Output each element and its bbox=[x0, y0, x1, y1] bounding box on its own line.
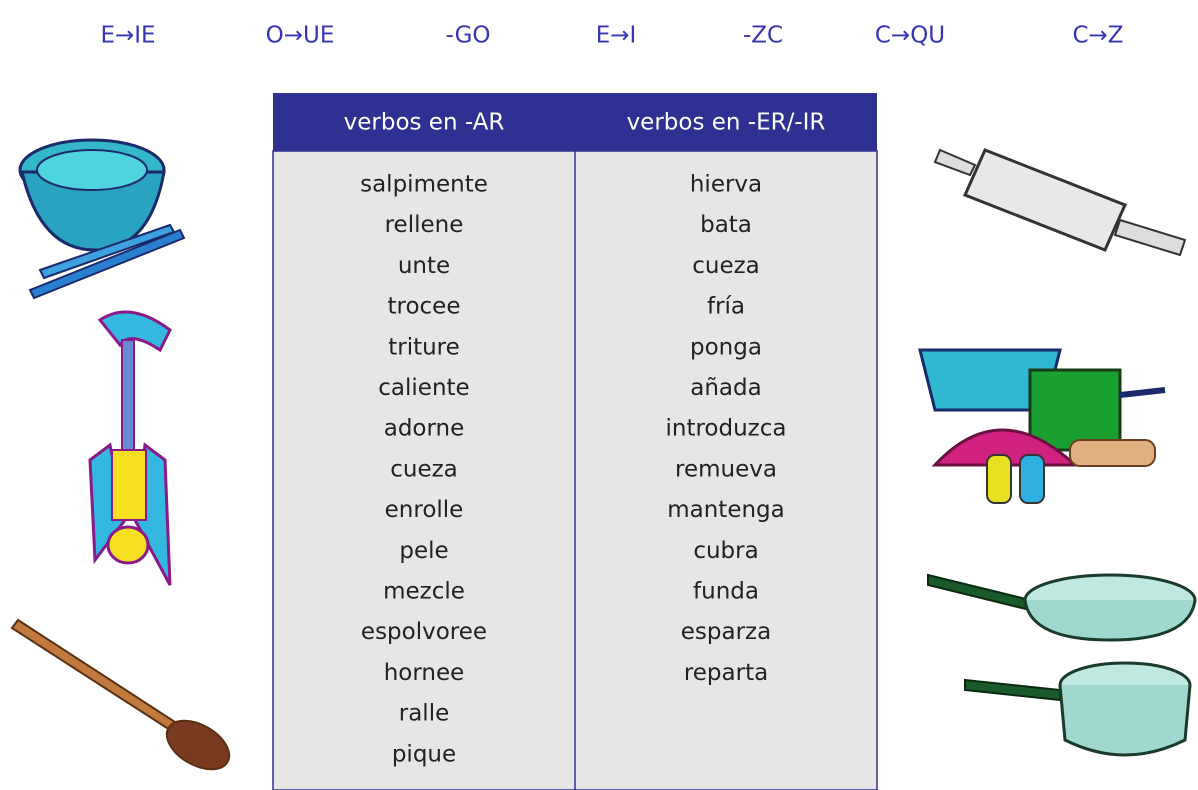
pots-illustration bbox=[918, 348, 1166, 504]
verb: esparza bbox=[681, 619, 771, 645]
change-label: -ZC bbox=[743, 23, 783, 49]
change-label: C→Z bbox=[1072, 23, 1123, 49]
verb: trocee bbox=[388, 294, 461, 320]
verb: caliente bbox=[378, 375, 469, 401]
verb: mantenga bbox=[667, 497, 785, 523]
verb: enrolle bbox=[385, 497, 464, 523]
change-label: C→QU bbox=[875, 23, 945, 49]
verb: hierva bbox=[690, 172, 762, 198]
verb: hornee bbox=[384, 660, 465, 686]
verb: introduzca bbox=[666, 416, 787, 442]
pans-illustration bbox=[927, 573, 1197, 757]
verb: salpimente bbox=[360, 172, 488, 198]
column-header: verbos en -ER/-IR bbox=[627, 110, 826, 136]
verb: ponga bbox=[690, 334, 762, 360]
verb: fría bbox=[707, 294, 745, 320]
verb: espolvoree bbox=[361, 619, 487, 645]
change-label: E→IE bbox=[100, 23, 155, 49]
corkscrew-illustration bbox=[88, 310, 172, 586]
verb: pique bbox=[392, 741, 456, 767]
change-label: -GO bbox=[445, 23, 490, 49]
column-header: verbos en -AR bbox=[344, 110, 505, 136]
verb: mezcle bbox=[383, 579, 465, 605]
verb: bata bbox=[700, 212, 752, 238]
verb: adorne bbox=[384, 416, 465, 442]
verb: cueza bbox=[692, 253, 760, 279]
change-label: E→I bbox=[596, 23, 637, 49]
verb: cubra bbox=[693, 538, 758, 564]
verb: ralle bbox=[399, 701, 449, 727]
bowl-illustration bbox=[18, 138, 186, 300]
verb: cueza bbox=[390, 456, 458, 482]
verb: pele bbox=[399, 538, 448, 564]
change-label: O→UE bbox=[266, 23, 335, 49]
verb: remueva bbox=[675, 456, 777, 482]
rolling-pin-illustration bbox=[933, 148, 1187, 257]
spoon-illustration bbox=[10, 618, 231, 771]
verb: funda bbox=[693, 579, 759, 605]
verb: triture bbox=[388, 334, 460, 360]
verb: añada bbox=[690, 375, 761, 401]
verb: reparta bbox=[684, 660, 768, 686]
verb: unte bbox=[398, 253, 450, 279]
verb: rellene bbox=[385, 212, 464, 238]
